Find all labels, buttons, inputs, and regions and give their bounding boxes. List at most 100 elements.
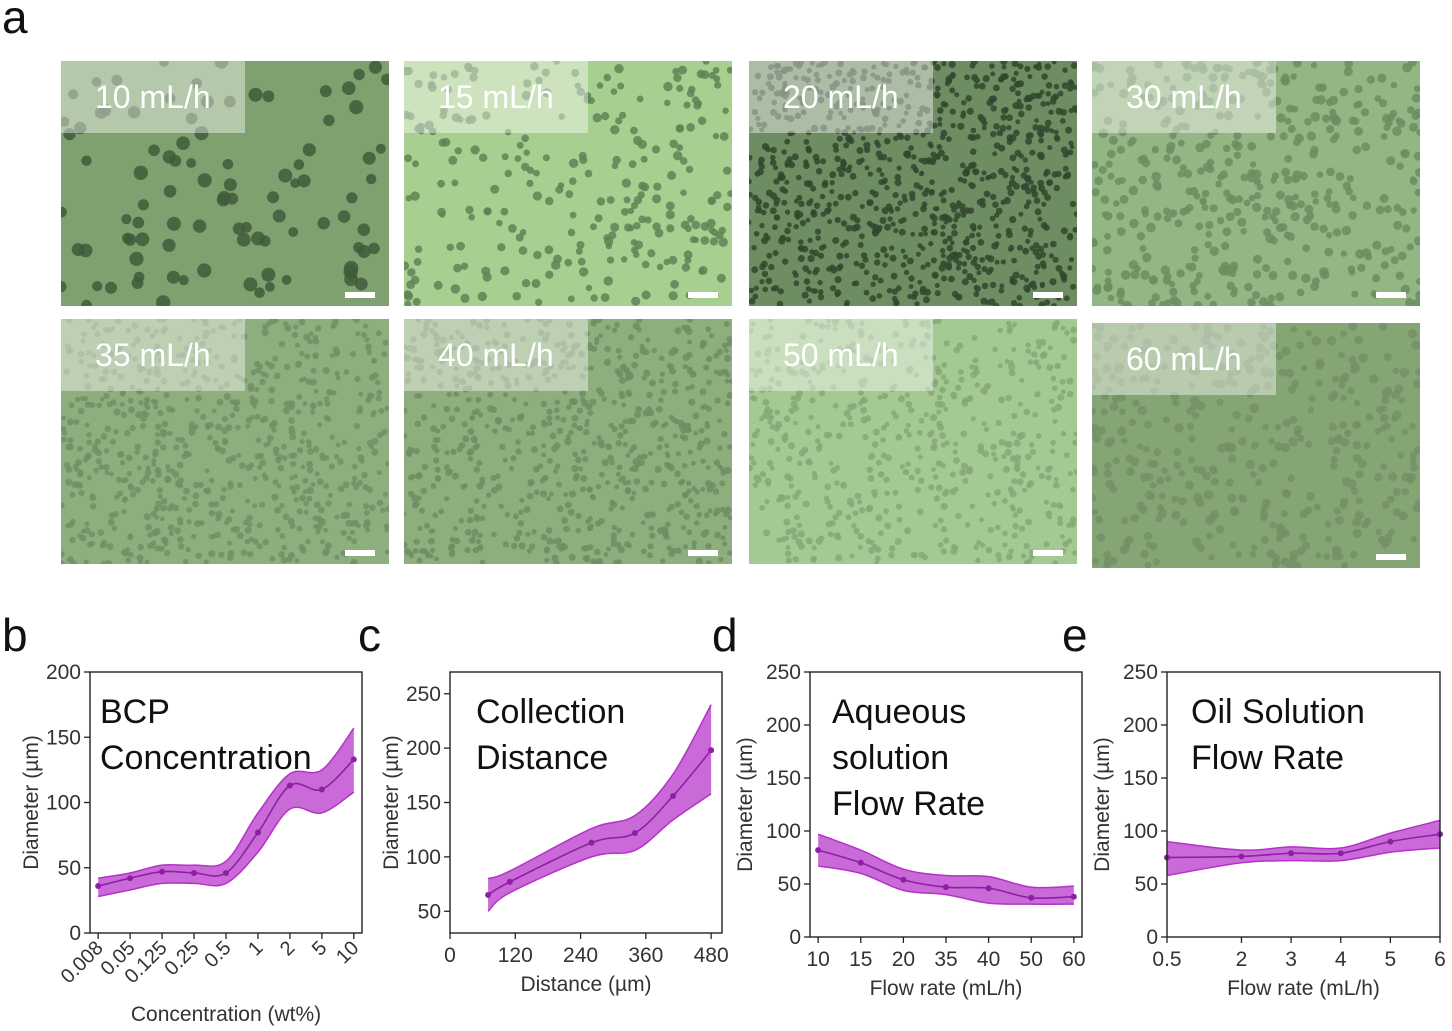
scale-bar <box>345 292 375 298</box>
x-tick-label: 360 <box>628 944 663 967</box>
micrograph-4: 30 mL/h <box>1092 61 1420 306</box>
x-tick-label: 40 <box>977 948 1000 971</box>
scale-bar <box>1376 554 1406 560</box>
scale-bar <box>1376 292 1406 298</box>
x-tick-label: 0.5 <box>200 937 235 972</box>
y-tick-label: 100 <box>46 792 81 815</box>
data-point <box>670 792 677 799</box>
droplets <box>1092 323 1420 568</box>
data-point <box>1070 893 1077 900</box>
chart-c: 50 100 150 200 250 0 120 240 360 480 Distance (µm)… <box>380 671 729 996</box>
y-axis-label: Diameter (µm) <box>734 737 757 872</box>
data-point <box>127 875 134 882</box>
droplets <box>61 61 389 306</box>
panel-letter-b: b <box>2 609 28 661</box>
y-tick-label: 200 <box>46 661 81 684</box>
data-point <box>1288 850 1295 857</box>
y-tick-label: 150 <box>766 767 801 790</box>
droplets <box>404 61 732 306</box>
chart-title-line: Collection <box>476 693 625 731</box>
chart-title-line: Flow Rate <box>832 785 985 823</box>
y-tick-label: 50 <box>58 857 81 880</box>
band-upper-edge <box>487 704 712 880</box>
y-tick-label: 250 <box>406 683 441 706</box>
data-point <box>350 756 357 763</box>
chart-e: 0 50 100 150 200 250 0.5 2 3 4 5 6 Flow rate (mL/h) D… <box>1091 661 1446 1000</box>
y-tick-label: 250 <box>1123 661 1158 684</box>
micrograph-3: 20 mL/h <box>749 61 1077 306</box>
scale-bar <box>1033 550 1063 556</box>
y-tick-label: 50 <box>778 873 801 896</box>
plot-frame <box>1166 671 1441 938</box>
micrograph-5: 35 mL/h <box>61 319 389 564</box>
data-point <box>1028 894 1035 901</box>
data-point <box>1387 838 1394 845</box>
micrograph-1: 10 mL/h <box>61 61 389 306</box>
chart-title-line: Concentration <box>100 739 312 777</box>
data-point <box>588 839 595 846</box>
micrograph-8: 60 mL/h <box>1092 323 1420 568</box>
band-upper-edge <box>817 833 1074 889</box>
chart-title-line: solution <box>832 739 949 777</box>
micrograph-2: 15 mL/h <box>404 61 732 306</box>
data-point <box>900 876 907 883</box>
band-lower-edge <box>818 865 1074 905</box>
y-tick-label: 150 <box>406 792 441 815</box>
panel-letter-a: a <box>2 0 28 43</box>
data-point <box>857 859 864 866</box>
y-tick-label: 150 <box>1123 767 1158 790</box>
data-point <box>254 829 261 836</box>
x-tick-label: 240 <box>563 944 598 967</box>
data-point <box>159 868 166 875</box>
x-tick-label: 20 <box>892 948 915 971</box>
data-point <box>286 782 293 789</box>
data-point <box>985 885 992 892</box>
x-tick-label: 60 <box>1062 948 1085 971</box>
data-point <box>191 869 198 876</box>
droplets <box>61 319 389 564</box>
data-point <box>815 847 822 854</box>
x-axis-label: Flow rate (mL/h) <box>1227 977 1380 1000</box>
data-point <box>943 884 949 891</box>
flow-rate-label: 30 mL/h <box>1092 61 1276 133</box>
x-axis-label: Concentration (wt%) <box>131 1003 321 1026</box>
flow-rate-label: 60 mL/h <box>1092 323 1276 395</box>
x-tick-label: 35 <box>934 948 957 971</box>
data-point <box>1337 850 1344 857</box>
y-tick-label: 100 <box>1123 820 1158 843</box>
flow-rate-label: 15 mL/h <box>404 61 588 133</box>
band-lower-edge <box>487 793 712 912</box>
micrograph-7: 50 mL/h <box>749 319 1077 564</box>
x-tick-label: 3 <box>1285 948 1297 971</box>
x-tick-label: 15 <box>849 948 872 971</box>
scale-bar <box>345 550 375 556</box>
data-point <box>631 829 638 836</box>
series-line <box>1166 833 1441 859</box>
data-point <box>506 878 513 885</box>
x-tick-label: 10 <box>332 937 363 968</box>
x-tick-label: 4 <box>1335 948 1347 971</box>
flow-rate-label: 50 mL/h <box>749 319 933 391</box>
y-tick-label: 0 <box>789 926 801 949</box>
chart-d: 0 50 100 150 200 250 10 15 20 35 40 50 60 Flow rate (… <box>734 661 1086 1000</box>
flow-rate-label: 40 mL/h <box>404 319 588 391</box>
band-upper-edge <box>1166 819 1441 851</box>
band-upper-edge <box>98 727 355 879</box>
chart-title-line: BCP <box>100 693 170 731</box>
y-tick-label: 150 <box>46 726 81 749</box>
flow-rate-label: 10 mL/h <box>61 61 245 133</box>
droplets <box>749 61 1077 306</box>
y-tick-label: 200 <box>766 714 801 737</box>
data-point <box>223 869 229 876</box>
x-tick-label: 0.25 <box>160 937 203 980</box>
x-tick-label: 0.5 <box>1152 948 1181 971</box>
y-tick-label: 100 <box>406 846 441 869</box>
y-axis-label: Diameter (µm) <box>1091 737 1114 872</box>
scale-bar <box>688 292 718 298</box>
data-point <box>95 883 102 890</box>
confidence-band <box>818 834 1074 905</box>
y-tick-label: 200 <box>406 737 441 760</box>
y-tick-label: 250 <box>766 661 801 684</box>
